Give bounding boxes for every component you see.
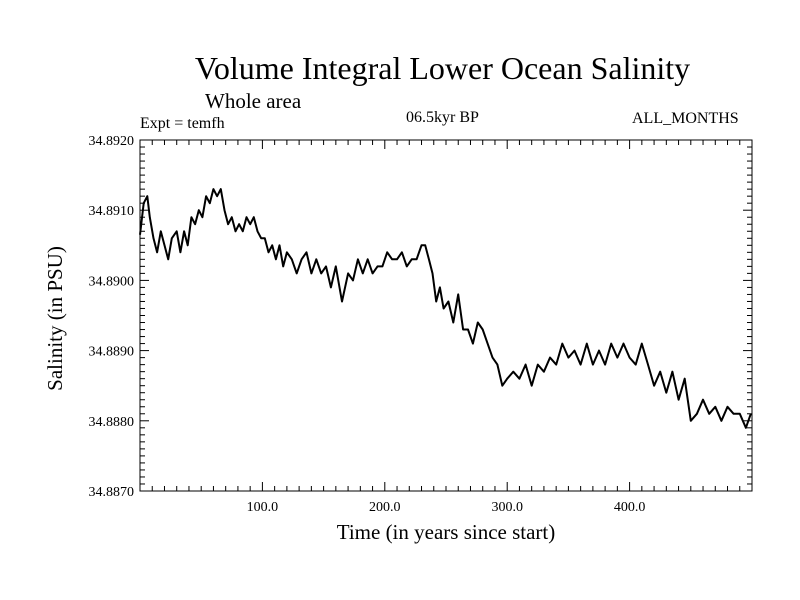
chart-title: Volume Integral Lower Ocean Salinity [194, 50, 691, 86]
x-axis: 100.0 200.0 300.0 400.0 [139, 140, 753, 515]
x-tick-label: 300.0 [491, 500, 523, 515]
experiment-label: Expt = temfh [140, 115, 225, 132]
plot-frame [139, 139, 753, 492]
y-tick-label: 34.8890 [89, 345, 135, 360]
salinity-series-line [139, 188, 752, 429]
months-label: ALL_MONTHS [632, 110, 739, 127]
x-tick-label: 400.0 [614, 500, 646, 515]
y-tick-label: 34.8880 [89, 415, 135, 430]
x-tick-label: 100.0 [247, 500, 279, 515]
y-axis-label: Salinity (in PSU) [43, 246, 67, 391]
y-tick-label: 34.8910 [89, 204, 135, 219]
y-tick-label: 34.8870 [89, 485, 135, 500]
period-label: 06.5kyr BP [406, 109, 479, 126]
y-axis: 34.8870 34.8880 34.8890 34.8900 34.8910 34.89… [89, 134, 752, 500]
x-tick-label: 200.0 [369, 500, 401, 515]
y-tick-label: 34.8900 [89, 274, 135, 289]
y-tick-label: 34.8920 [89, 134, 135, 149]
x-axis-label: Time (in years since start) [337, 520, 556, 544]
chart-subtitle: Whole area [205, 89, 302, 113]
